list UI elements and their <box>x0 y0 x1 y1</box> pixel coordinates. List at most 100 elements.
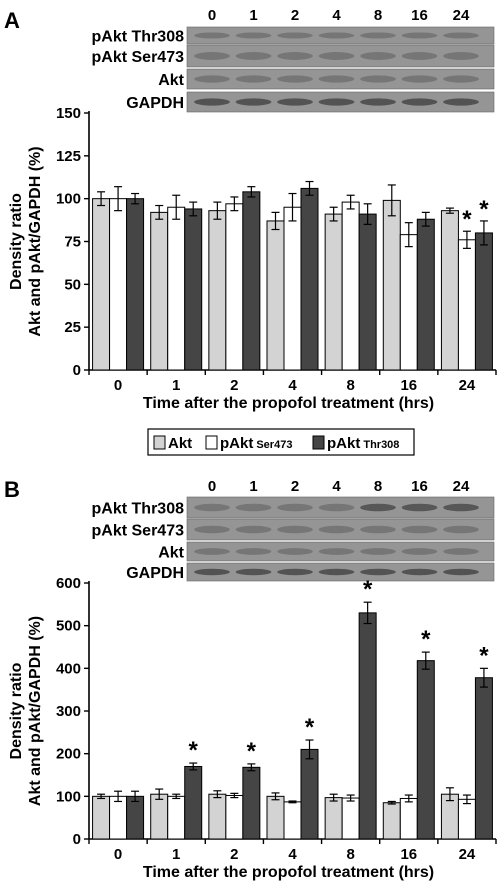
blot-lane-label: 16 <box>411 478 428 495</box>
x-tick-label: 16 <box>400 846 417 863</box>
significance-star: * <box>421 626 431 653</box>
y-tick-label: 500 <box>56 618 81 635</box>
blot-band <box>401 503 438 512</box>
bar <box>283 801 302 840</box>
bar <box>300 748 319 840</box>
y-tick-label: 50 <box>64 276 81 293</box>
bar <box>184 765 203 840</box>
significance-star: * <box>479 642 489 669</box>
blot-band <box>443 525 479 534</box>
x-tick-label: 8 <box>346 377 354 394</box>
blot-band <box>235 568 272 576</box>
x-tick-label: 24 <box>459 846 476 863</box>
bar <box>150 793 169 840</box>
blot-band <box>194 525 230 534</box>
blot-band <box>401 568 438 576</box>
x-axis-title: Time after the propofol treatment (hrs) <box>143 864 434 881</box>
legend-label-pakt-ser473: pAkt Ser473 <box>220 435 292 452</box>
x-tick-label: 16 <box>400 377 417 394</box>
blot-lane-label: 1 <box>249 478 257 495</box>
bar <box>92 795 111 840</box>
blot-strip <box>186 68 495 90</box>
blot-band <box>194 548 230 555</box>
bar <box>341 797 360 840</box>
blot-band <box>318 525 355 534</box>
blot-row-label: GAPDH <box>126 95 184 112</box>
blot-band <box>235 52 272 60</box>
legend-label-pakt-thr308: pAkt Thr308 <box>327 435 399 452</box>
y-axis-title-line2: Akt and pAkt/GAPDH (%) <box>27 616 44 806</box>
blot-lane-label: 0 <box>208 478 216 495</box>
blot-strip <box>186 496 495 519</box>
bar <box>416 660 435 840</box>
legend-label-pakt-thr308-sub: Thr308 <box>363 439 399 451</box>
legend-label-pakt-ser473-main: pAkt <box>220 435 253 452</box>
blot-band <box>277 525 313 534</box>
bar <box>266 220 285 371</box>
x-tick-label: 4 <box>288 846 297 863</box>
x-tick-label: 2 <box>230 377 238 394</box>
blot-band <box>360 98 396 106</box>
y-axis-title-line1: Density ratio <box>8 662 25 759</box>
blot-band <box>235 32 272 39</box>
blot-band <box>401 525 438 534</box>
blot-lane-label: 8 <box>374 7 382 24</box>
blot-band <box>235 525 272 534</box>
blot-strip <box>186 44 495 68</box>
x-tick-label: 24 <box>459 377 476 394</box>
bar <box>474 677 493 840</box>
legend-swatch-akt <box>153 435 166 450</box>
significance-star: * <box>247 738 257 765</box>
x-tick-label: 1 <box>172 377 180 394</box>
blot-row-label: pAkt Thr308 <box>92 501 185 518</box>
bar <box>358 213 377 371</box>
legend-swatch-pakt-thr308 <box>312 435 325 450</box>
blot-band <box>277 75 313 83</box>
blot-row-label: pAkt Ser473 <box>92 523 185 540</box>
y-tick-label: 75 <box>64 234 81 251</box>
blot-strip <box>186 26 495 45</box>
panel-letter-a: A <box>4 8 20 33</box>
bar <box>109 795 128 840</box>
significance-star: * <box>363 576 373 603</box>
y-tick-label: 0 <box>73 362 81 379</box>
blot-band <box>401 75 438 83</box>
y-tick-label: 100 <box>56 788 81 805</box>
blot-strip <box>186 541 495 562</box>
bar <box>300 187 319 371</box>
bar <box>92 198 111 371</box>
significance-star: * <box>479 196 489 223</box>
y-axis-title-line1: Density ratio <box>8 193 25 290</box>
blot-band <box>318 75 355 83</box>
x-tick-label: 8 <box>346 846 354 863</box>
blot-band <box>318 32 355 39</box>
bar <box>109 198 128 371</box>
blot-band <box>318 98 355 106</box>
blot-band <box>235 548 272 555</box>
significance-star: * <box>462 206 472 233</box>
blot-band <box>443 568 479 576</box>
blot-band <box>360 52 396 60</box>
blot-band <box>318 52 355 60</box>
bar <box>457 239 476 371</box>
blot-band <box>277 568 313 576</box>
blot-band <box>360 503 396 512</box>
blot-band <box>443 75 479 83</box>
blot-band <box>318 503 355 512</box>
blot-band <box>443 52 479 60</box>
bar <box>208 210 227 371</box>
blot-band <box>235 75 272 83</box>
blot-band <box>235 98 272 106</box>
bar <box>242 191 261 371</box>
blot-band <box>443 98 479 106</box>
blot-band <box>401 98 438 106</box>
bar <box>208 793 227 840</box>
blot-band <box>360 75 396 83</box>
blot-band <box>194 32 230 39</box>
y-tick-label: 150 <box>56 105 81 122</box>
legend-label-pakt-thr308-main: pAkt <box>327 435 360 452</box>
blot-lane-label: 16 <box>411 7 428 24</box>
